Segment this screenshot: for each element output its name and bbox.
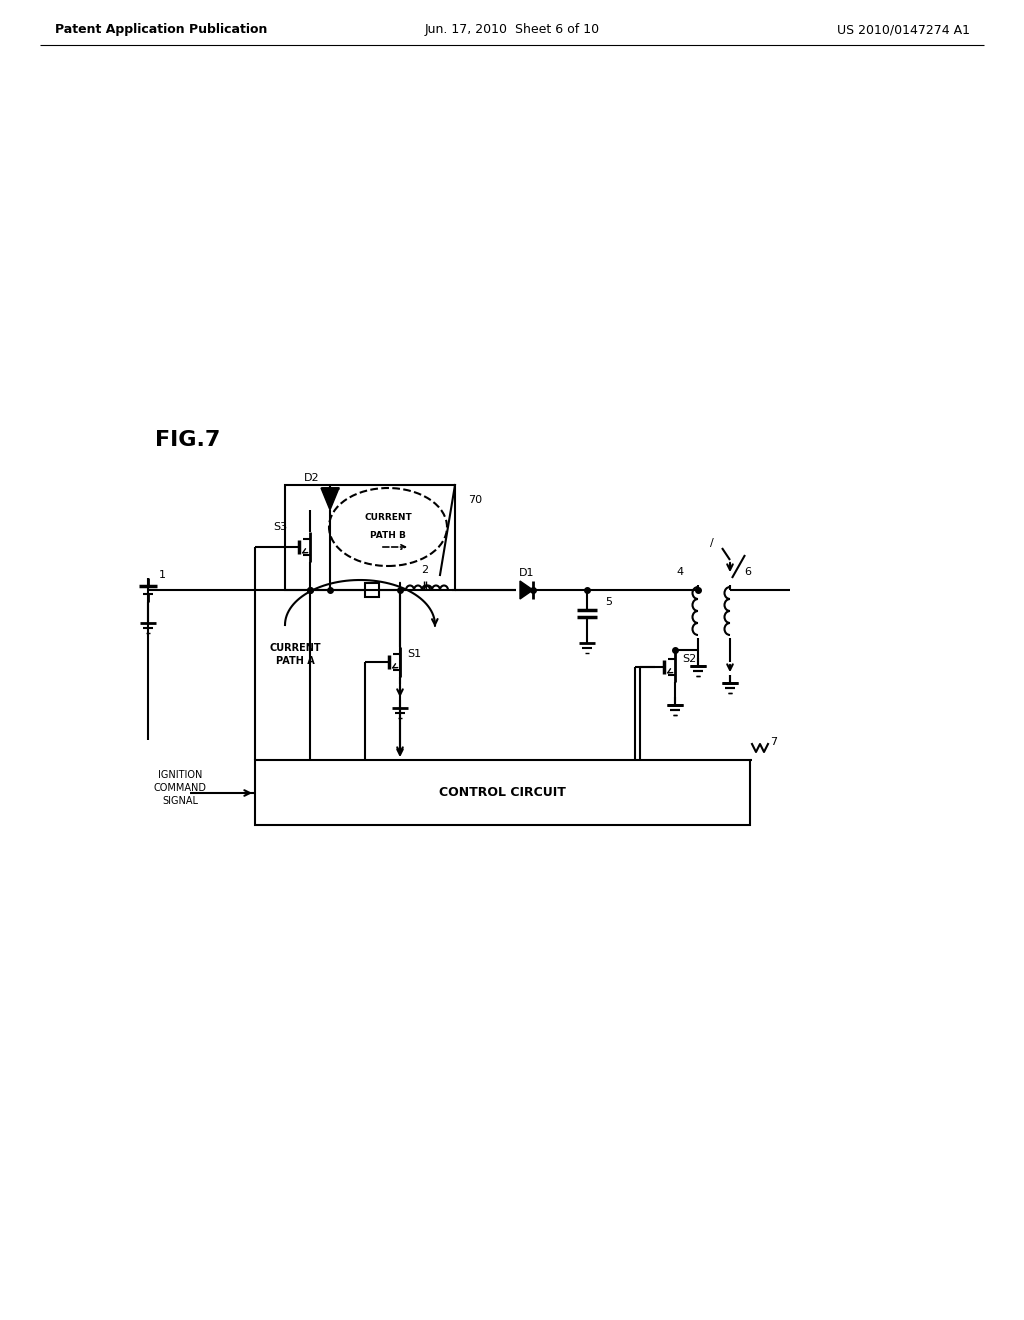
- Text: FIG.7: FIG.7: [155, 430, 220, 450]
- Text: 5: 5: [605, 597, 612, 607]
- Text: Patent Application Publication: Patent Application Publication: [55, 24, 267, 37]
- Bar: [255, 760, 750, 825]
- Text: COMMAND: COMMAND: [154, 783, 207, 793]
- Text: SIGNAL: SIGNAL: [162, 796, 198, 807]
- Text: /: /: [710, 539, 714, 548]
- Bar: [365, 583, 379, 597]
- Polygon shape: [321, 488, 339, 510]
- Text: D2: D2: [304, 473, 319, 483]
- Text: IGNITION: IGNITION: [158, 770, 202, 780]
- Text: CURRENT: CURRENT: [365, 512, 412, 521]
- Text: S2: S2: [682, 653, 696, 664]
- Text: 70: 70: [468, 495, 482, 506]
- Polygon shape: [520, 581, 534, 599]
- Text: 6: 6: [744, 568, 752, 577]
- Text: S3: S3: [273, 521, 287, 532]
- Text: US 2010/0147274 A1: US 2010/0147274 A1: [837, 24, 970, 37]
- Text: CURRENT: CURRENT: [269, 643, 321, 653]
- Text: Jun. 17, 2010  Sheet 6 of 10: Jun. 17, 2010 Sheet 6 of 10: [424, 24, 600, 37]
- Text: 1: 1: [159, 570, 166, 579]
- Text: D1: D1: [519, 568, 535, 578]
- Text: CONTROL CIRCUIT: CONTROL CIRCUIT: [439, 785, 566, 799]
- Text: PATH B: PATH B: [370, 531, 406, 540]
- Text: 4: 4: [677, 568, 684, 577]
- Text: 2: 2: [422, 565, 429, 576]
- Text: 7: 7: [770, 737, 777, 747]
- Bar: [285, 484, 455, 590]
- Text: S1: S1: [407, 649, 421, 659]
- Text: PATH A: PATH A: [275, 656, 314, 667]
